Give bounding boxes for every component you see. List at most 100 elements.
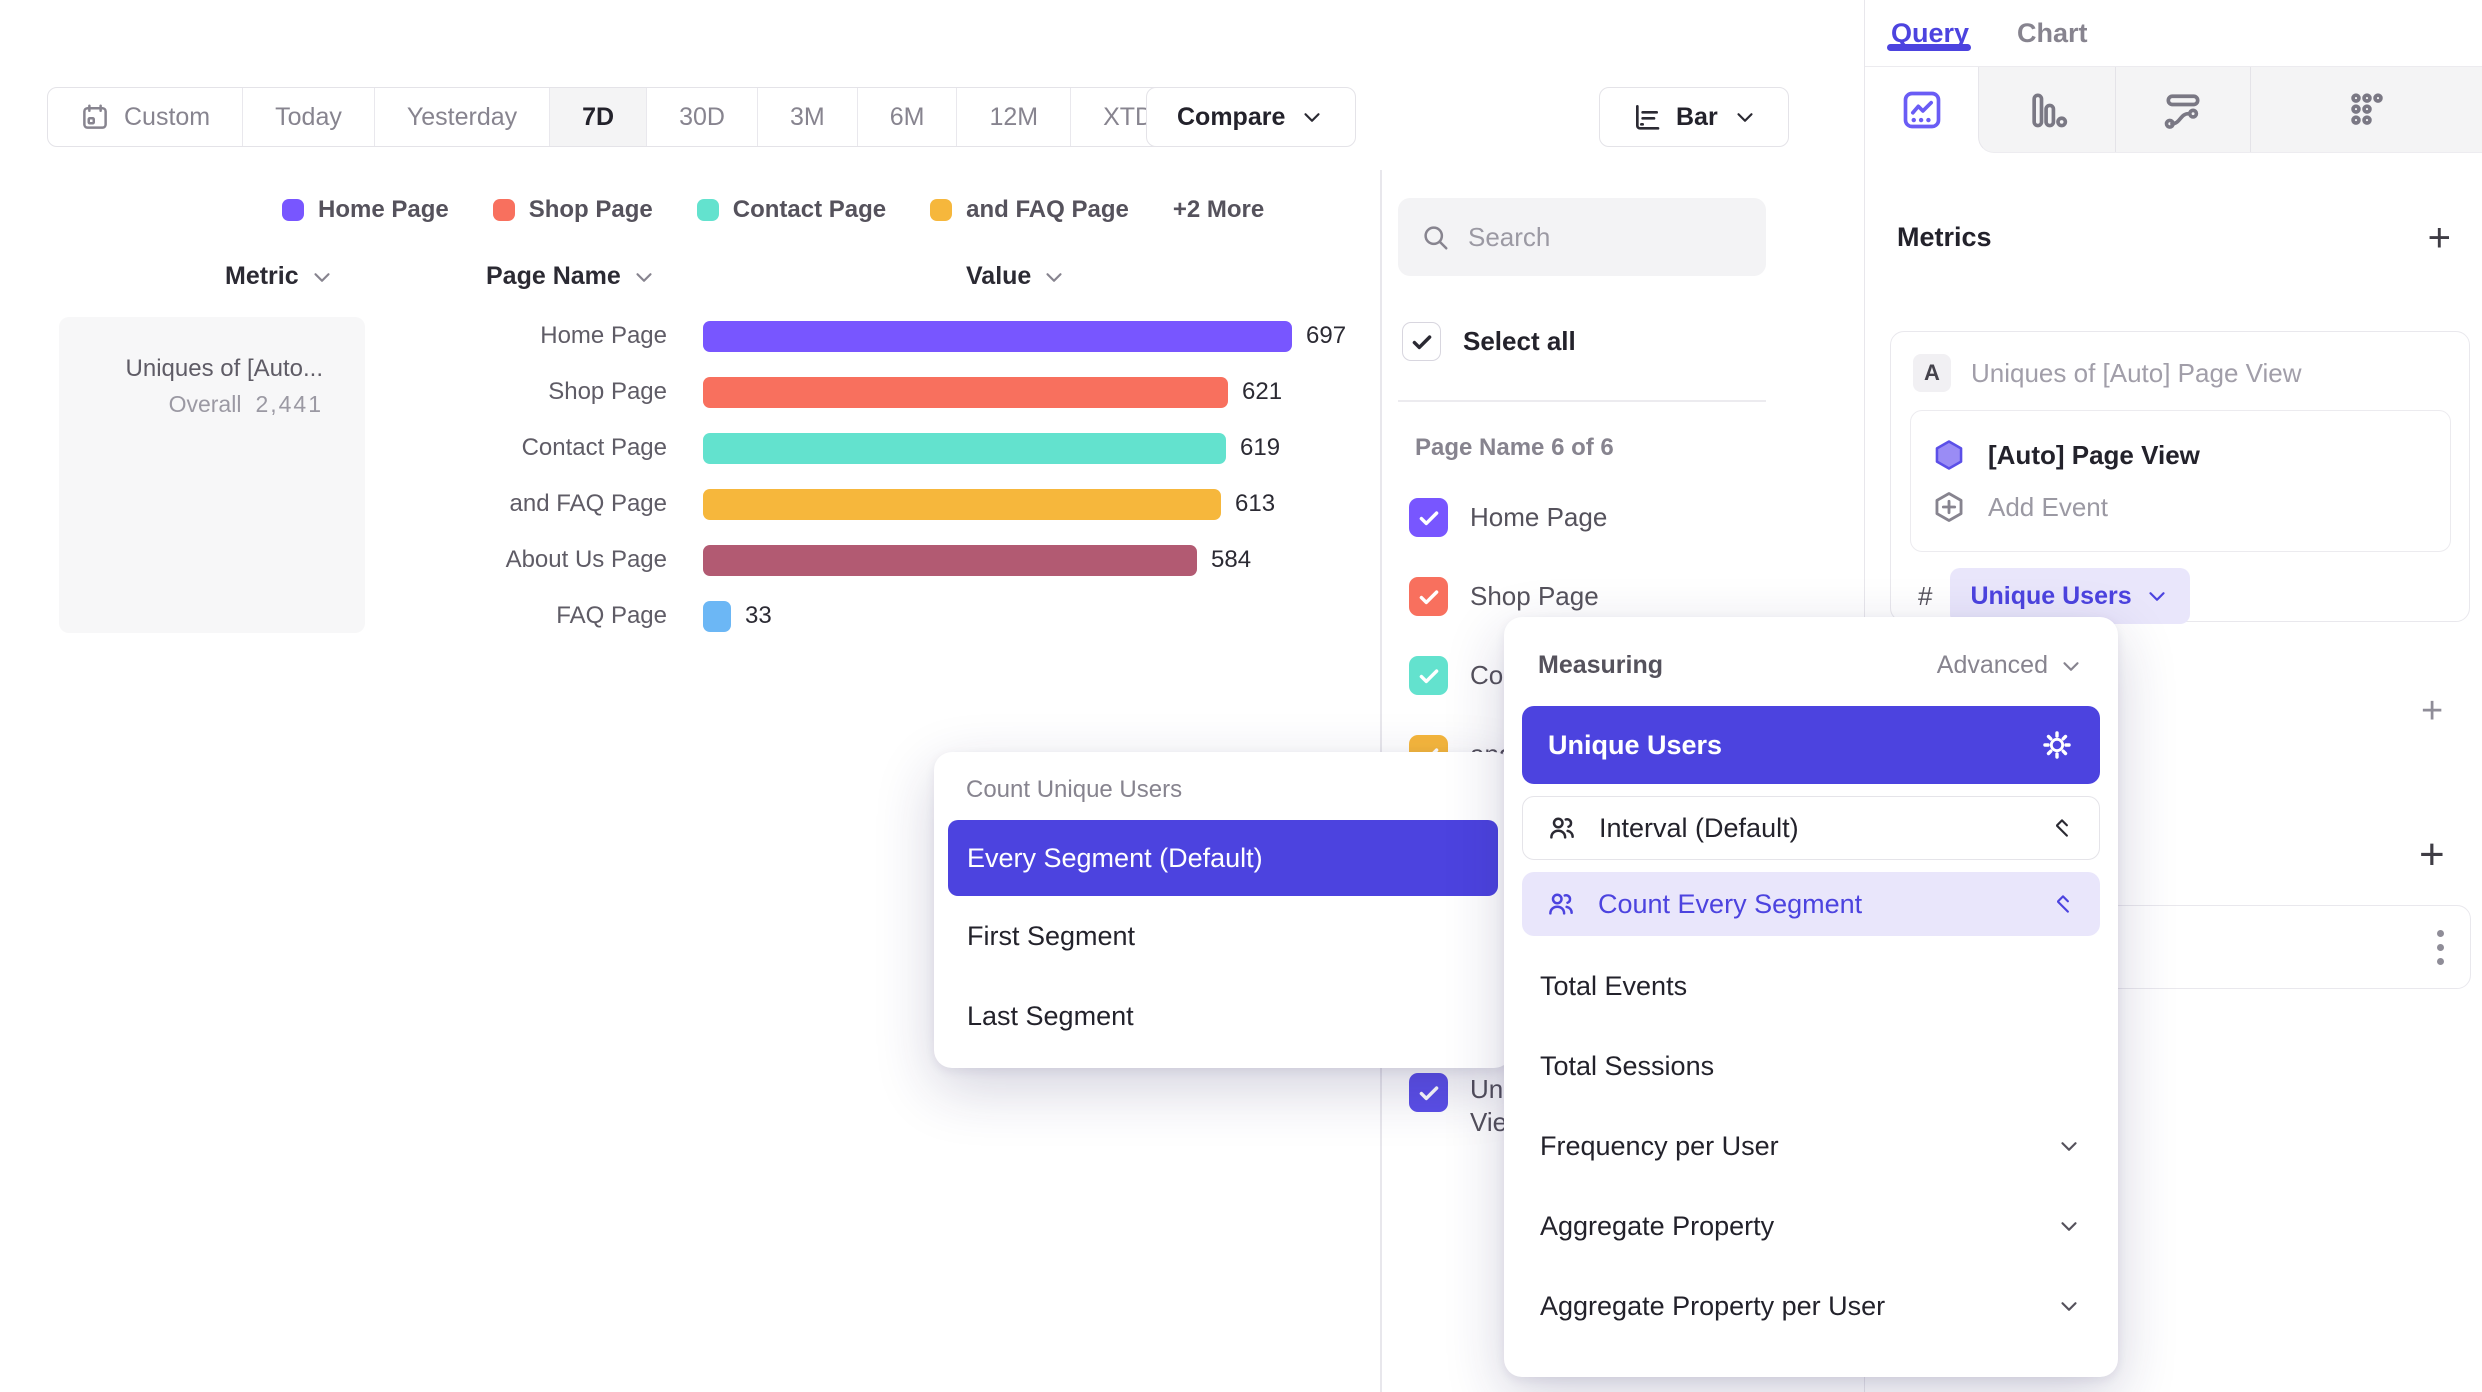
metric-header-label: Metric (225, 262, 299, 290)
bar-category-label: Home Page (540, 322, 667, 349)
segment-filter-label: Shop Page (1470, 581, 1599, 611)
date-range-yesterday[interactable]: Yesterday (375, 88, 551, 146)
retention-icon (2345, 88, 2389, 132)
measuring-sub-option[interactable]: Count Every Segment (1522, 872, 2100, 936)
measuring-option[interactable]: Aggregate Property (1504, 1186, 2118, 1266)
date-range-6m[interactable]: 6M (858, 88, 958, 146)
add-breakdown-button[interactable]: + (2419, 830, 2445, 879)
check-icon (1416, 584, 1442, 610)
more-options-icon[interactable] (2437, 929, 2444, 965)
legend-item[interactable]: Contact Page (696, 196, 887, 224)
count-menu-option[interactable]: First Segment (934, 896, 1512, 976)
chevron-down-icon (2056, 1213, 2082, 1239)
checkbox[interactable] (1409, 656, 1448, 695)
select-all-checkbox[interactable] (1402, 322, 1441, 361)
bar-value-label: 619 (1240, 434, 1281, 461)
legend-item[interactable]: Shop Page (492, 196, 653, 224)
bar-category-label: About Us Page (505, 546, 667, 573)
value-column-header[interactable]: Value (966, 262, 1067, 291)
compare-label: Compare (1177, 102, 1286, 131)
chevron-down-icon (2056, 1133, 2082, 1159)
legend-swatch (696, 199, 719, 221)
metric-column-header[interactable]: Metric (225, 262, 335, 291)
tab-flows[interactable] (2115, 67, 2250, 152)
measuring-option[interactable]: Total Events (1504, 946, 2118, 1026)
date-range-picker: Custom Today Yesterday 7D 30D 3M 6M 12M XTD (47, 87, 1227, 147)
bar (703, 488, 1221, 520)
chevron-down-icon (1732, 104, 1758, 130)
add-filter-button[interactable]: + (2421, 690, 2444, 732)
segment-filter-item[interactable]: Home Page (1409, 478, 1849, 557)
chevron-down-icon (2144, 583, 2170, 609)
legend-label: and FAQ Page (966, 196, 1129, 223)
metric-summary-card: Uniques of [Auto... Overall 2,441 (59, 317, 365, 633)
chevron-updown-icon (2050, 891, 2076, 917)
metrics-section-title: Metrics (1897, 222, 1992, 252)
date-range-30d[interactable]: 30D (647, 88, 758, 146)
legend-more[interactable]: +2 More (1172, 196, 1265, 223)
bar-category-label: FAQ Page (556, 602, 667, 629)
calendar-icon (80, 102, 110, 132)
count-menu-option[interactable]: Every Segment (Default) (948, 820, 1498, 896)
page-name-column-header[interactable]: Page Name (486, 262, 657, 291)
metric-letter-badge: A (1913, 354, 1951, 392)
compare-button[interactable]: Compare (1146, 87, 1357, 147)
date-range-12m[interactable]: 12M (957, 88, 1072, 146)
add-event-row[interactable]: Add Event (1932, 481, 2450, 533)
select-all-row[interactable]: Select all (1402, 322, 1576, 361)
bar-value-label: 621 (1242, 378, 1283, 405)
date-range-label: Custom (124, 102, 211, 131)
metric-definition-card: A Uniques of [Auto] Page View [Auto] Pag… (1890, 331, 2470, 624)
checkbox[interactable] (1409, 1073, 1448, 1112)
measuring-option[interactable]: Frequency per User (1504, 1106, 2118, 1186)
tab-chart[interactable]: Chart (2017, 17, 2088, 48)
divider (1398, 400, 1766, 402)
measuring-menu: Measuring Advanced Unique Users Interval… (1504, 617, 2118, 1377)
chart-legend: Home Page Shop Page Contact Page and FAQ Pa… (282, 196, 1264, 224)
measuring-option[interactable]: Aggregate Property per User (1504, 1266, 2118, 1346)
aggregation-selector[interactable]: Unique Users (1950, 568, 2190, 624)
date-range-label: 7D (582, 102, 615, 131)
checkbox[interactable] (1409, 498, 1448, 537)
measuring-option[interactable]: Total Sessions (1504, 1026, 2118, 1106)
metric-title: Uniques of [Auto... (125, 355, 323, 382)
event-name: [Auto] Page View (1988, 439, 2200, 470)
count-menu-option-label: Last Segment (967, 1000, 1134, 1031)
check-icon (1416, 505, 1442, 531)
segment-filter-item-truncated[interactable]: Uni Vie (1409, 1073, 1509, 1139)
bar (703, 544, 1197, 576)
chevron-down-icon (1299, 104, 1325, 130)
date-range-label: Today (275, 102, 342, 131)
advanced-toggle[interactable]: Advanced (1937, 651, 2084, 680)
legend-label: Contact Page (732, 196, 887, 223)
add-metric-button[interactable]: + (2427, 215, 2451, 260)
date-range-3m[interactable]: 3M (758, 88, 858, 146)
panel-tabs: Query Chart (1865, 0, 2482, 67)
bar-value-label: 697 (1306, 322, 1347, 349)
bar-category-label: Shop Page (548, 378, 667, 405)
date-range-today[interactable]: Today (243, 88, 375, 146)
date-range-custom[interactable]: Custom (48, 88, 244, 146)
gear-icon[interactable] (2040, 728, 2074, 762)
segment-filter-item[interactable]: Shop Page (1409, 557, 1849, 636)
measuring-selected-option[interactable]: Unique Users (1522, 706, 2100, 784)
legend-item[interactable]: Home Page (282, 196, 449, 224)
search-input[interactable] (1468, 221, 1708, 253)
tab-funnels[interactable] (1979, 67, 2115, 152)
tab-retention[interactable] (2250, 67, 2482, 152)
legend-swatch (492, 199, 515, 221)
page-name-header-label: Page Name (486, 262, 621, 290)
tab-insights[interactable] (1865, 67, 1978, 153)
measuring-sub-option[interactable]: Interval (Default) (1522, 796, 2100, 860)
bar-value-label: 613 (1235, 490, 1276, 517)
legend-item[interactable]: and FAQ Page (930, 196, 1129, 224)
count-menu-option[interactable]: Last Segment (934, 976, 1512, 1056)
count-menu-title: Count Unique Users (966, 776, 1183, 803)
tab-query[interactable]: Query (1891, 17, 1970, 48)
chart-type-button[interactable]: Bar (1599, 87, 1789, 147)
bar-category-label: Contact Page (521, 434, 667, 461)
date-range-7d[interactable]: 7D (550, 88, 648, 146)
add-event-icon (1932, 490, 1966, 524)
checkbox[interactable] (1409, 577, 1448, 616)
event-row[interactable]: [Auto] Page View (1932, 429, 2450, 481)
